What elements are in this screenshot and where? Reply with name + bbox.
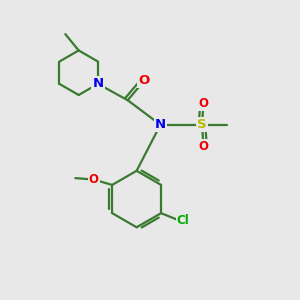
Text: N: N (155, 118, 166, 131)
Text: O: O (199, 140, 208, 153)
Text: O: O (199, 97, 208, 110)
Text: O: O (138, 74, 150, 87)
Text: Cl: Cl (177, 214, 189, 227)
Text: S: S (197, 118, 207, 131)
Text: O: O (89, 173, 99, 186)
Text: N: N (92, 77, 104, 90)
